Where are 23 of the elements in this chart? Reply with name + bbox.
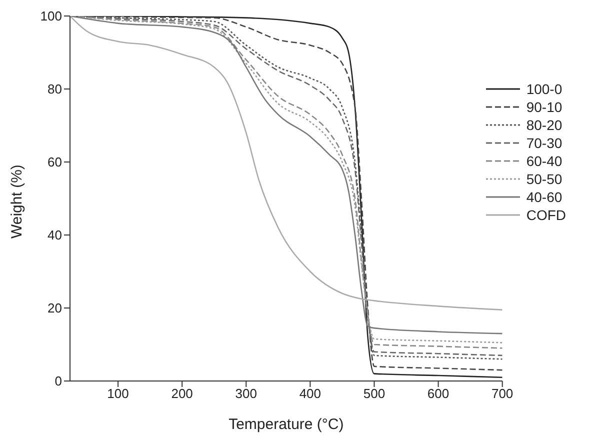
legend-label: 100-0 bbox=[526, 81, 562, 97]
x-axis-title: Temperature (°C) bbox=[228, 416, 344, 433]
y-axis-title: Weight (%) bbox=[8, 164, 26, 238]
y-tick-label: 20 bbox=[48, 300, 62, 316]
legend-label: COFD bbox=[526, 207, 566, 223]
x-tick-label: 400 bbox=[299, 386, 322, 402]
x-tick-label: 700 bbox=[491, 386, 514, 402]
x-tick-label: 300 bbox=[235, 386, 257, 402]
y-tick-label: 60 bbox=[48, 154, 62, 170]
legend-label: 90-10 bbox=[526, 99, 562, 115]
legend-label: 50-50 bbox=[526, 171, 562, 187]
x-tick-label: 200 bbox=[171, 386, 193, 402]
x-tick-label: 500 bbox=[363, 386, 386, 402]
y-tick-label: 40 bbox=[48, 228, 62, 243]
legend-label: 70-30 bbox=[526, 135, 562, 151]
y-tick-label: 100 bbox=[40, 8, 62, 24]
y-tick-label: 80 bbox=[48, 82, 62, 97]
legend-label: 80-20 bbox=[526, 117, 562, 133]
legend-label: 40-60 bbox=[526, 189, 562, 205]
legend-label: 60-40 bbox=[526, 153, 562, 169]
x-tick-label: 100 bbox=[107, 386, 129, 402]
y-tick-label: 0 bbox=[54, 374, 62, 389]
x-tick-label: 600 bbox=[427, 386, 450, 402]
